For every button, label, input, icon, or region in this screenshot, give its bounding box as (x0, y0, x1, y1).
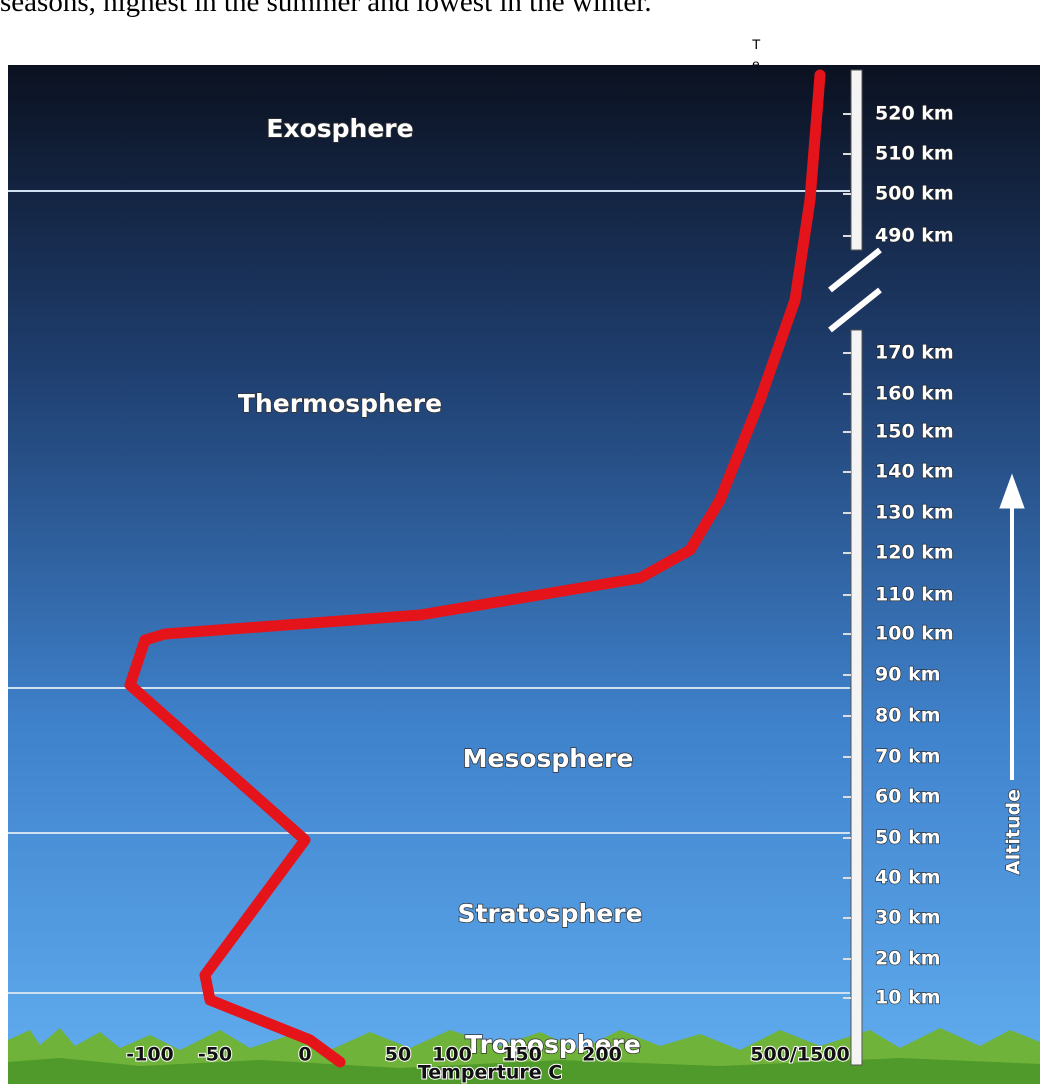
layer-label: Thermosphere (238, 389, 442, 418)
altitude-label: 40 km (875, 867, 941, 889)
altitude-label: 520 km (875, 103, 954, 125)
altitude-label: 110 km (875, 584, 954, 606)
altitude-label: 20 km (875, 948, 941, 970)
temperature-label: -100 (126, 1044, 174, 1066)
altitude-label: 150 km (875, 421, 954, 443)
temperature-axis-title: Temperture C (418, 1062, 562, 1084)
sky-background (8, 65, 1040, 1084)
altitude-axis-title: Altitude (1003, 789, 1025, 875)
altitude-label: 60 km (875, 786, 941, 808)
altitude-label: 490 km (875, 225, 954, 247)
page: seasons, highest in the summer and lowes… (0, 0, 1040, 1084)
altitude-label: 90 km (875, 664, 941, 686)
layer-label: Mesosphere (463, 744, 634, 773)
temperature-label: -50 (198, 1044, 232, 1066)
altitude-label: 140 km (875, 461, 954, 483)
altitude-label: 170 km (875, 342, 954, 364)
altitude-label: 160 km (875, 383, 954, 405)
diagram: Exosphere Thermosphere Mesosphere Stratosph… (0, 0, 1040, 1084)
layer-label: Exosphere (266, 114, 413, 143)
altitude-label: 120 km (875, 542, 954, 564)
temperature-label: 0 (298, 1044, 311, 1066)
altitude-label: 10 km (875, 987, 941, 1009)
altitude-label: 500 km (875, 183, 954, 205)
temperature-label: 50 (385, 1044, 411, 1066)
layer-label: Stratosphere (457, 899, 642, 928)
altitude-label: 70 km (875, 746, 941, 768)
altitude-label: 130 km (875, 502, 954, 524)
altitude-label: 510 km (875, 143, 954, 165)
altitude-label: 30 km (875, 907, 941, 929)
altitude-label: 80 km (875, 705, 941, 727)
altitude-label: 50 km (875, 827, 941, 849)
temperature-label: 500/1500 (750, 1044, 849, 1066)
temperature-label: 200 (582, 1044, 622, 1066)
altitude-label: 100 km (875, 623, 954, 645)
